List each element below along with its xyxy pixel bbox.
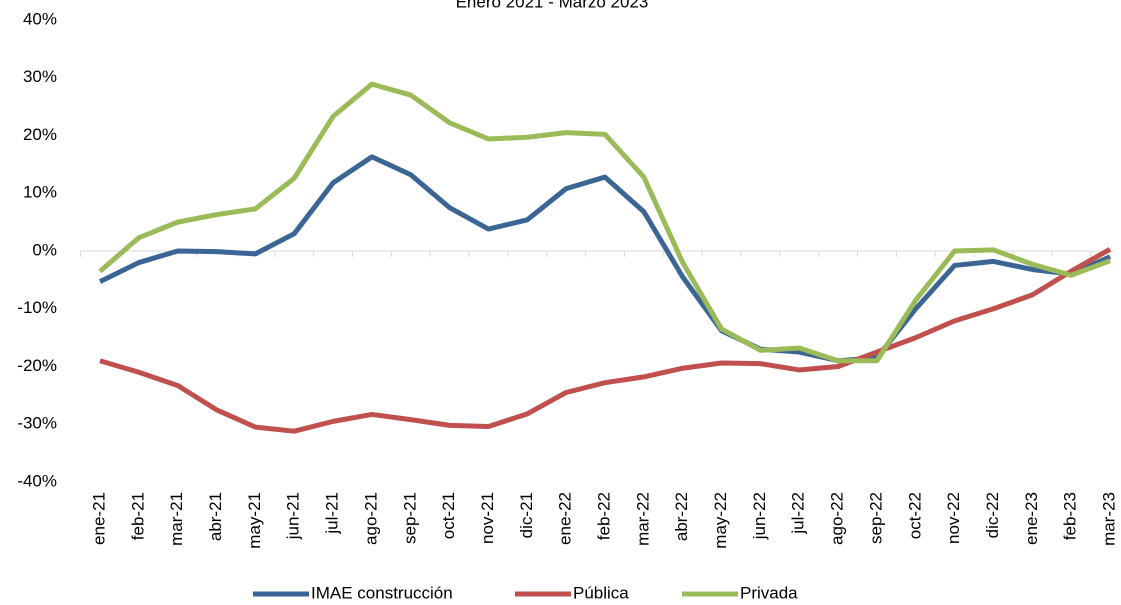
y-tick-label: 10% [23,183,57,202]
y-tick-label: 20% [23,125,57,144]
series-line [98,81,1111,364]
chart-subtitle: Enero 2021 - Marzo 2023 [456,0,649,11]
x-tick-label: feb-23 [1061,492,1080,540]
y-tick-label: -10% [17,298,57,317]
x-tick-label: mar-23 [1099,492,1118,546]
x-tick-label: mar-21 [167,492,186,546]
y-tick-label: -40% [17,471,57,490]
x-tick-label: dic-21 [517,492,536,538]
x-tick-label: ago-22 [828,492,847,545]
x-tick-label: sep-21 [400,492,419,544]
x-tick-label: abr-21 [206,492,225,541]
x-tick-label: may-21 [245,492,264,549]
x-tick-label: sep-22 [866,492,885,544]
x-tick-label: jul-21 [323,492,342,535]
y-tick-label: -30% [17,414,57,433]
x-tick-label: oct-21 [439,492,458,539]
x-tick-label: oct-22 [905,492,924,539]
x-tick-label: ago-21 [361,492,380,545]
y-tick-label: -20% [17,356,57,375]
x-tick-label: mar-22 [633,492,652,546]
x-tick-label: abr-22 [672,492,691,541]
legend-label: Pública [573,583,629,602]
legend-label: IMAE construcción [311,583,453,602]
x-tick-label: ene-23 [1022,492,1041,545]
x-tick-label: jul-22 [789,492,808,535]
x-tick-label: nov-21 [478,492,497,544]
x-tick-label: dic-22 [983,492,1002,538]
x-tick-label: ene-22 [556,492,575,545]
series-line [98,154,1112,364]
series-line [99,247,1112,434]
x-tick-label: feb-21 [128,492,147,540]
x-tick-label: jun-21 [284,492,303,540]
legend-label: Privada [740,583,798,602]
y-tick-label: 40% [23,9,57,28]
x-tick-label: ene-21 [89,492,108,545]
y-tick-label: 0% [32,240,57,259]
x-tick-label: feb-22 [594,492,613,540]
x-tick-label: nov-22 [944,492,963,544]
y-tick-label: 30% [23,67,57,86]
x-tick-label: may-22 [711,492,730,549]
x-tick-label: jun-22 [750,492,769,540]
